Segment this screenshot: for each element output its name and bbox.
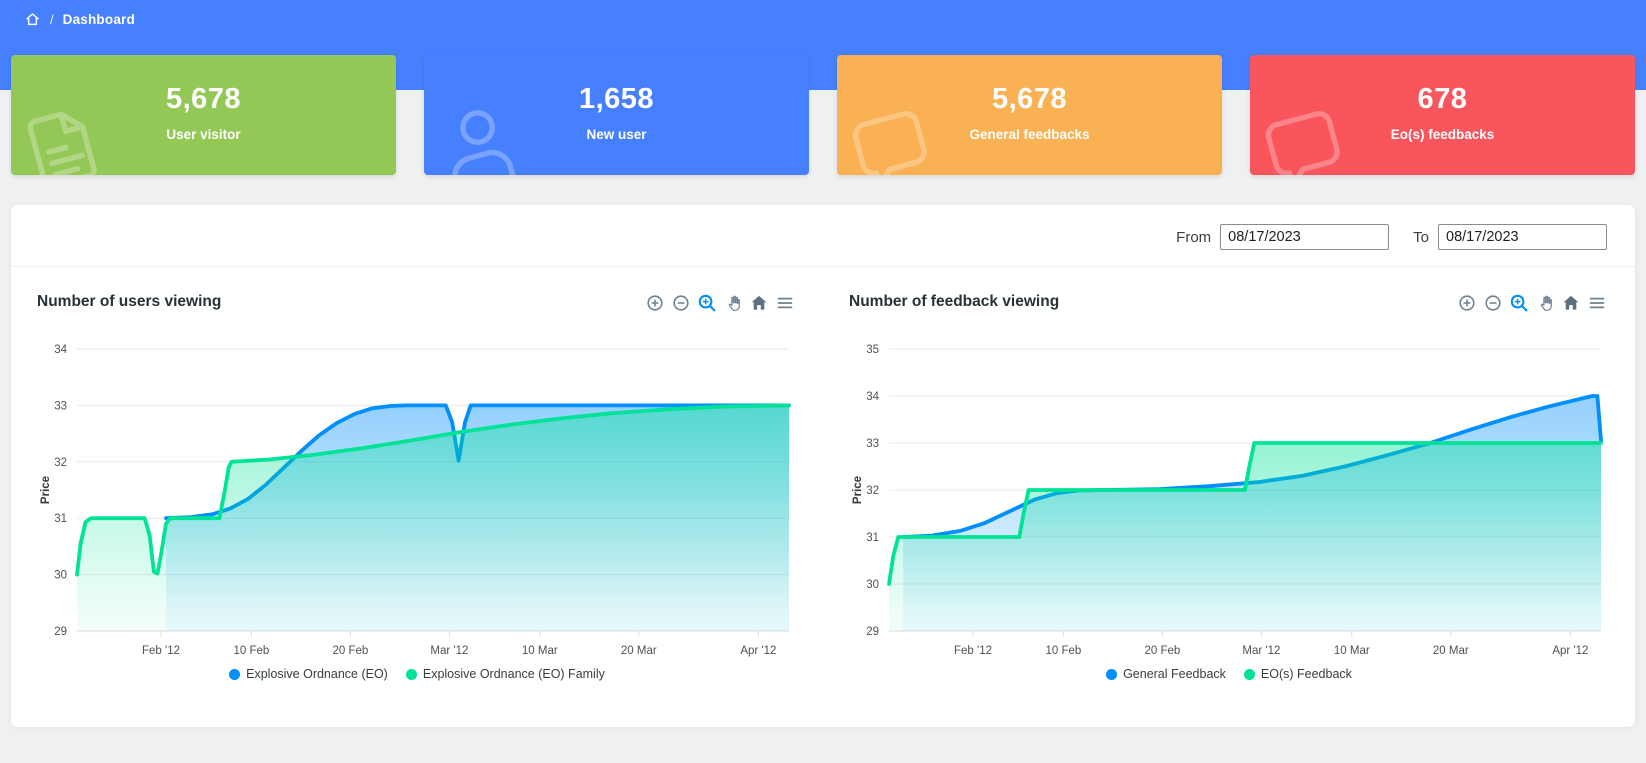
stat-value: 5,678 bbox=[165, 82, 242, 115]
y-axis-labels: 34 33 32 31 30 29 bbox=[54, 344, 67, 638]
stat-value: 1,658 bbox=[578, 82, 655, 115]
chart-legend: General Feedback EO(s) Feedback bbox=[849, 667, 1609, 681]
home-icon[interactable] bbox=[24, 11, 41, 27]
series-line bbox=[75, 403, 791, 577]
stat-label: Eo(s) feedbacks bbox=[1390, 126, 1495, 142]
legend-label: General Feedback bbox=[1123, 667, 1226, 681]
stat-label: User visitor bbox=[166, 126, 241, 142]
stat-card-general-feedbacks: 5,678 General feedbacks bbox=[837, 55, 1222, 175]
svg-text:Apr '12: Apr '12 bbox=[740, 645, 776, 657]
chart-feedback-viewing: Number of feedback viewing 35 34 33 32 31 30 2… bbox=[823, 267, 1635, 681]
x-axis-labels: Feb '12 10 Feb 20 Feb Mar '12 10 Mar 20 Mar Ap… bbox=[142, 631, 776, 657]
svg-text:31: 31 bbox=[54, 513, 67, 525]
chart-canvas: 34 33 32 31 30 29 Feb '12 10 Feb 20 Feb Mar '12 10… bbox=[37, 319, 797, 665]
chart-legend: Explosive Ordnance (EO) Explosive Ordnanc… bbox=[37, 667, 797, 681]
legend-dot bbox=[229, 668, 241, 680]
chart-canvas: 35 34 33 32 31 30 29 Feb '12 10 Feb 20 Feb Mar '12… bbox=[849, 319, 1609, 665]
charts-row: Number of users viewing 34 33 32 31 30 29 Feb … bbox=[11, 267, 1635, 681]
chart-title: Number of feedback viewing bbox=[849, 293, 1060, 310]
legend-dot bbox=[405, 668, 417, 680]
chart-users-viewing: Number of users viewing 34 33 32 31 30 29 Feb … bbox=[11, 267, 823, 681]
stat-card-eos-feedbacks: 678 Eo(s) feedbacks bbox=[1250, 55, 1635, 175]
from-date-input[interactable] bbox=[1220, 224, 1390, 250]
legend-item[interactable]: General Feedback bbox=[1106, 667, 1226, 681]
from-label: From bbox=[1176, 228, 1212, 246]
svg-text:30: 30 bbox=[54, 570, 67, 582]
zoom-out-icon[interactable] bbox=[1483, 293, 1503, 313]
stat-card-new-user: 1,658 New user bbox=[424, 55, 809, 175]
svg-text:20 Feb: 20 Feb bbox=[332, 645, 368, 657]
svg-text:10 Mar: 10 Mar bbox=[522, 645, 558, 657]
chat-bubble-icon bbox=[1250, 90, 1361, 175]
menu-icon[interactable] bbox=[1587, 293, 1607, 313]
chart-title: Number of users viewing bbox=[37, 293, 222, 310]
svg-text:20 Mar: 20 Mar bbox=[621, 645, 657, 657]
zoom-in-icon[interactable] bbox=[645, 293, 665, 313]
svg-text:20 Feb: 20 Feb bbox=[1144, 645, 1180, 657]
svg-text:Apr '12: Apr '12 bbox=[1552, 645, 1588, 657]
user-icon bbox=[424, 90, 535, 175]
stat-card-user-visitor: 5,678 User visitor bbox=[11, 55, 396, 175]
svg-text:10 Feb: 10 Feb bbox=[1045, 645, 1081, 657]
x-axis-labels: Feb '12 10 Feb 20 Feb Mar '12 10 Mar 20 Mar Ap… bbox=[954, 631, 1588, 657]
home-icon[interactable] bbox=[1561, 293, 1581, 313]
chart-svg: 35 34 33 32 31 30 29 Feb '12 10 Feb 20 Feb Mar '12… bbox=[852, 344, 1603, 657]
svg-text:Feb '12: Feb '12 bbox=[954, 645, 992, 657]
svg-text:29: 29 bbox=[54, 626, 67, 638]
svg-text:20 Mar: 20 Mar bbox=[1433, 645, 1469, 657]
chart-toolbar bbox=[1457, 293, 1609, 313]
svg-text:34: 34 bbox=[54, 344, 67, 356]
svg-text:Mar '12: Mar '12 bbox=[430, 645, 468, 657]
charts-panel: From To Number of users viewing 34 33 32 31… bbox=[11, 205, 1635, 727]
legend-item[interactable]: Explosive Ordnance (EO) Family bbox=[405, 667, 605, 681]
breadcrumb: / Dashboard bbox=[0, 0, 1646, 27]
svg-text:31: 31 bbox=[866, 532, 879, 544]
home-icon[interactable] bbox=[749, 293, 769, 313]
chart-svg: 34 33 32 31 30 29 Feb '12 10 Feb 20 Feb Mar '12 10… bbox=[40, 344, 791, 657]
svg-text:35: 35 bbox=[866, 344, 879, 356]
pan-icon[interactable] bbox=[1535, 293, 1555, 313]
svg-text:29: 29 bbox=[866, 626, 879, 638]
series-line bbox=[887, 441, 1603, 586]
legend-label: EO(s) Feedback bbox=[1260, 667, 1352, 681]
breadcrumb-separator: / bbox=[50, 11, 54, 27]
stat-value: 5,678 bbox=[991, 82, 1068, 115]
svg-text:33: 33 bbox=[54, 400, 67, 412]
file-text-icon bbox=[11, 90, 122, 175]
svg-text:32: 32 bbox=[54, 457, 67, 469]
chat-bubble-icon bbox=[837, 90, 948, 175]
stat-label: New user bbox=[586, 126, 647, 142]
svg-text:34: 34 bbox=[866, 391, 879, 403]
stat-cards-row: 5,678 User visitor 1,658 New user 5,678 … bbox=[0, 55, 1646, 175]
svg-text:10 Mar: 10 Mar bbox=[1334, 645, 1370, 657]
y-axis-title: Price bbox=[852, 476, 864, 504]
legend-item[interactable]: Explosive Ordnance (EO) bbox=[229, 667, 388, 681]
legend-dot bbox=[1106, 668, 1118, 680]
svg-text:10 Feb: 10 Feb bbox=[233, 645, 269, 657]
stat-label: General feedbacks bbox=[969, 126, 1090, 142]
date-filter-row: From To bbox=[11, 205, 1635, 267]
zoom-in-icon[interactable] bbox=[1457, 293, 1477, 313]
legend-item[interactable]: EO(s) Feedback bbox=[1243, 667, 1352, 681]
zoom-out-icon[interactable] bbox=[671, 293, 691, 313]
breadcrumb-current: Dashboard bbox=[62, 11, 135, 27]
selection-zoom-icon[interactable] bbox=[697, 293, 717, 313]
y-axis-title: Price bbox=[40, 476, 52, 504]
to-label: To bbox=[1413, 228, 1429, 246]
menu-icon[interactable] bbox=[775, 293, 795, 313]
svg-text:Feb '12: Feb '12 bbox=[142, 645, 180, 657]
svg-text:33: 33 bbox=[866, 438, 879, 450]
chart-toolbar bbox=[645, 293, 797, 313]
stat-value: 678 bbox=[1417, 82, 1468, 115]
svg-text:30: 30 bbox=[866, 579, 879, 591]
legend-dot bbox=[1243, 668, 1255, 680]
pan-icon[interactable] bbox=[723, 293, 743, 313]
legend-label: Explosive Ordnance (EO) bbox=[246, 667, 388, 681]
svg-text:32: 32 bbox=[866, 485, 879, 497]
svg-text:Mar '12: Mar '12 bbox=[1242, 645, 1280, 657]
y-axis-labels: 35 34 33 32 31 30 29 bbox=[866, 344, 879, 638]
to-date-input[interactable] bbox=[1438, 224, 1607, 250]
selection-zoom-icon[interactable] bbox=[1509, 293, 1529, 313]
legend-label: Explosive Ordnance (EO) Family bbox=[422, 667, 605, 681]
